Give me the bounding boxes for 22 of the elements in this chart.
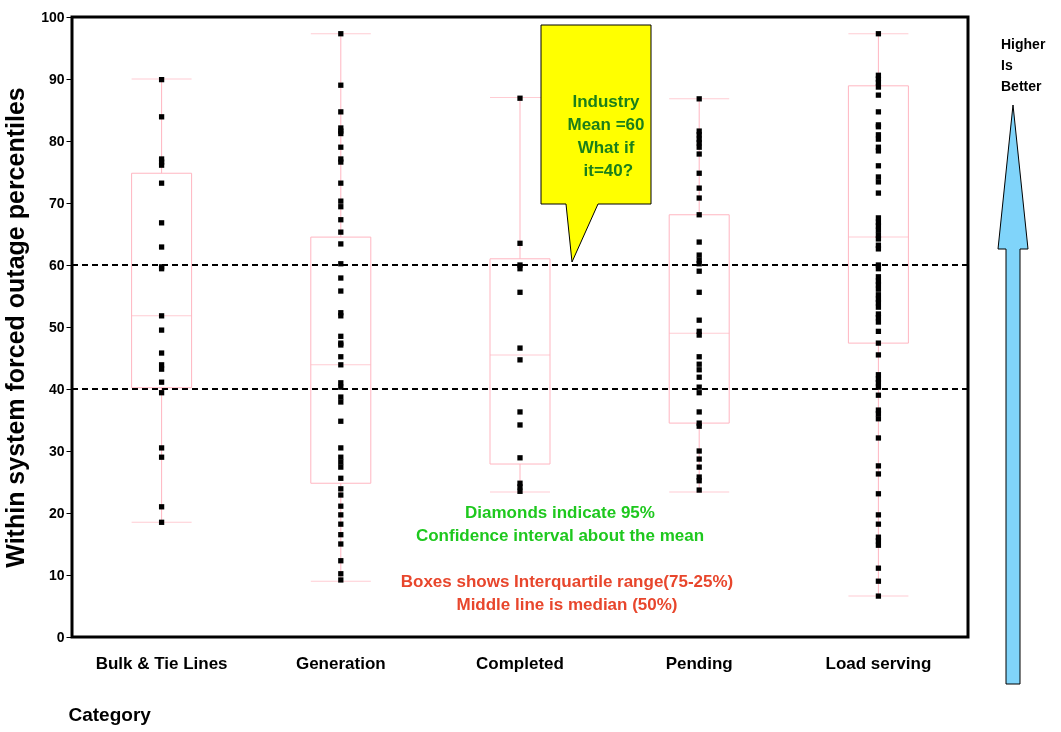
annotation: Boxes shows Interquartile range(75-25%) Middle line is median (50%) <box>400 572 734 614</box>
x-tick-label: Completed <box>476 653 564 673</box>
y-tick-label: 0 <box>56 628 65 645</box>
y-tick-label: 80 <box>48 132 65 149</box>
y-tick-label: 10 <box>48 566 65 583</box>
y-tick-label: 70 <box>48 194 65 211</box>
y-tick-label: 100 <box>41 8 65 25</box>
y-tick-label: 30 <box>48 442 65 459</box>
y-tick-label: 40 <box>48 380 65 397</box>
x-tick-label: Bulk & Tie Lines <box>95 653 228 673</box>
y-tick-label: 50 <box>48 318 65 335</box>
y-tick-label: 20 <box>48 504 65 521</box>
text: Higher Is Better <box>1001 36 1046 94</box>
x-axis-title: Category <box>68 703 152 725</box>
y-tick-label: 90 <box>48 70 65 87</box>
y-axis-title: Within system forced outage percentiles <box>1 87 30 568</box>
y-tick-label: 60 <box>48 256 65 273</box>
annotation: Diamonds indicate 95% Confidence interval about the mean <box>415 503 705 545</box>
annotation: Industry Mean =60 What if it=40? <box>567 92 645 180</box>
x-tick-label: Load serving <box>825 653 932 673</box>
x-tick-label: Generation <box>295 653 386 673</box>
x-tick-label: Pending <box>665 653 733 673</box>
